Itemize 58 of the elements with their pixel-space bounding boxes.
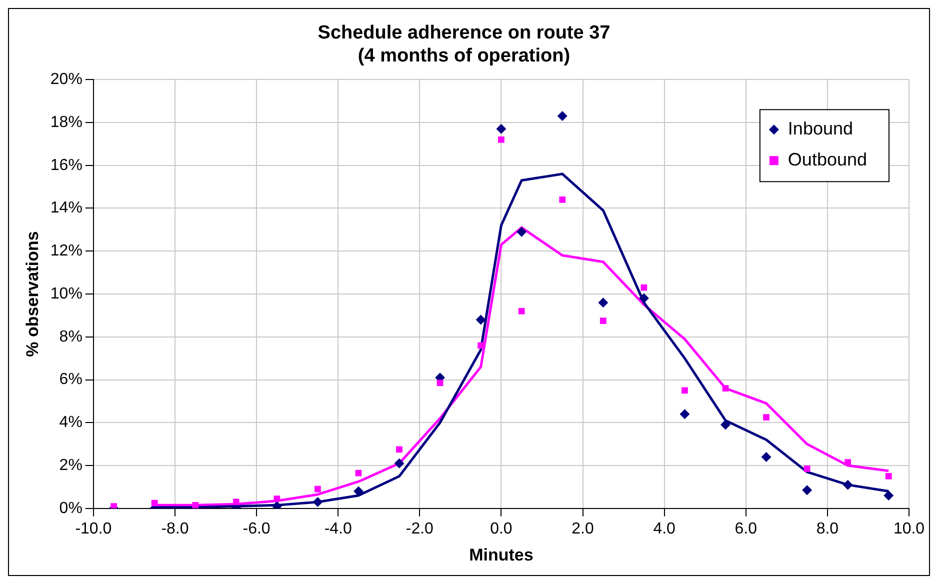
x-tick-label: -10.0 bbox=[75, 520, 112, 538]
point bbox=[498, 136, 504, 143]
x-axis-title: Minutes bbox=[469, 545, 534, 564]
point bbox=[804, 466, 810, 472]
x-tick-label: 6.0 bbox=[734, 520, 758, 538]
point bbox=[232, 498, 240, 506]
point bbox=[885, 473, 892, 480]
point bbox=[842, 480, 853, 490]
point bbox=[496, 124, 506, 134]
x-tick-label: 0.0 bbox=[490, 520, 512, 538]
chart-title: Schedule adherence on route 37 (4 months of operation) bbox=[318, 22, 610, 66]
point bbox=[557, 111, 568, 122]
point bbox=[884, 490, 894, 501]
x-tick-label: -6.0 bbox=[242, 520, 270, 538]
point bbox=[151, 500, 158, 506]
point bbox=[476, 314, 486, 325]
y-tick-label: 2% bbox=[59, 456, 82, 474]
point bbox=[394, 458, 404, 468]
x-tick-label: -8.0 bbox=[161, 520, 189, 538]
y-tick-label: 8% bbox=[59, 328, 82, 346]
y-tick-label: 4% bbox=[59, 414, 82, 432]
y-tick-label: 10% bbox=[50, 285, 82, 302]
point bbox=[802, 485, 812, 496]
point bbox=[761, 452, 772, 462]
x-tick-label: 10.0 bbox=[893, 520, 925, 538]
x-tick-label: 2.0 bbox=[572, 520, 594, 538]
y-axis-title: % observations bbox=[22, 231, 42, 357]
point bbox=[598, 298, 608, 308]
point bbox=[722, 385, 729, 392]
point bbox=[680, 409, 690, 420]
y-tick-label: 14% bbox=[50, 200, 82, 217]
point bbox=[640, 284, 648, 291]
x-tick-label: 8.0 bbox=[816, 520, 839, 538]
point bbox=[518, 308, 525, 314]
legend-label: Inbound bbox=[788, 118, 854, 139]
point bbox=[396, 446, 402, 453]
x-tick-label: 4.0 bbox=[653, 520, 676, 538]
y-tick-label: 16% bbox=[50, 156, 82, 174]
point bbox=[638, 293, 649, 304]
x-tick-label: -2.0 bbox=[406, 520, 434, 538]
y-tick-label: 6% bbox=[59, 371, 82, 388]
point bbox=[763, 414, 770, 420]
point bbox=[559, 196, 566, 203]
point bbox=[478, 342, 484, 349]
y-tick-label: 0% bbox=[59, 500, 82, 517]
y-tick-label: 20% bbox=[50, 71, 82, 88]
point bbox=[312, 496, 323, 507]
y-tick-label: 18% bbox=[50, 114, 82, 131]
legend-label: Outbound bbox=[788, 150, 868, 170]
x-tick-label: -4.0 bbox=[324, 520, 352, 538]
point bbox=[720, 420, 730, 430]
y-tick-label: 12% bbox=[50, 242, 82, 260]
point bbox=[682, 387, 688, 394]
point bbox=[844, 459, 852, 466]
point bbox=[516, 226, 527, 237]
point bbox=[274, 496, 280, 502]
point bbox=[600, 318, 606, 324]
point bbox=[314, 486, 321, 492]
